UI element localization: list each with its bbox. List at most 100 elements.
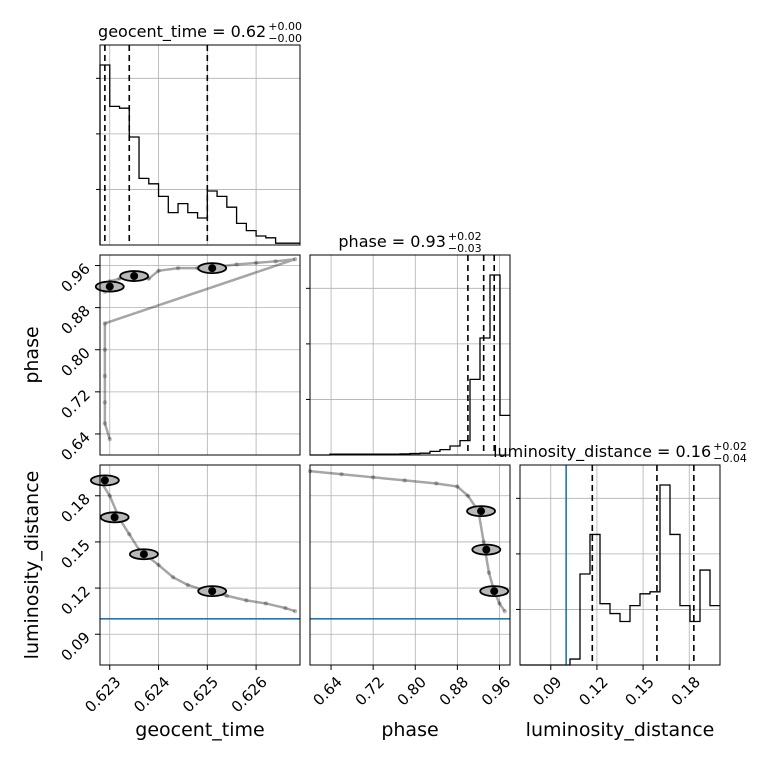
x-tick-label: 0.15 xyxy=(621,673,657,709)
sample-point xyxy=(292,608,298,614)
y-tick-label: 0.18 xyxy=(57,490,93,526)
density-peak xyxy=(208,264,217,273)
x-tick-label: 0.12 xyxy=(575,673,611,709)
x-tick-label: 0.625 xyxy=(179,673,222,716)
sample-point xyxy=(127,532,132,537)
contour-line xyxy=(479,585,510,598)
axis-frame xyxy=(99,254,301,456)
axis-frame xyxy=(99,44,301,246)
x-axis-label: phase xyxy=(381,719,438,741)
sample-point xyxy=(402,478,407,483)
x-tick-label: 0.623 xyxy=(81,673,124,716)
sample-point xyxy=(339,472,344,477)
sample-point xyxy=(102,421,108,426)
y-tick-label: 0.88 xyxy=(57,302,93,338)
sample-point xyxy=(102,373,108,379)
y-tick-label: 0.72 xyxy=(57,386,93,422)
density-peak xyxy=(490,587,499,596)
y-tick-label: 0.09 xyxy=(57,628,93,664)
x-tick-label: 0.624 xyxy=(130,673,173,716)
sample-point xyxy=(481,539,486,545)
sample-point xyxy=(486,570,492,575)
sample-point xyxy=(465,493,471,498)
histogram-phase xyxy=(310,274,510,456)
title-text: phase = 0.93 xyxy=(338,232,445,251)
contour-line xyxy=(89,474,120,487)
title-minus: −0.00 xyxy=(268,32,302,45)
y-axis-label: phase xyxy=(21,326,43,383)
sample-point xyxy=(253,260,259,266)
title-plus: +0.02 xyxy=(448,230,482,243)
contour-line xyxy=(99,511,130,524)
sample-point xyxy=(107,437,112,442)
x-tick-label: 0.88 xyxy=(436,673,472,709)
sample-trail xyxy=(103,257,296,440)
histogram-luminosity_distance xyxy=(520,484,720,666)
x-tick-label: 0.18 xyxy=(668,673,704,709)
sample-point xyxy=(224,593,230,598)
y-tick-label: 0.96 xyxy=(57,260,93,296)
sample-point xyxy=(156,268,161,273)
panel-title: luminosity_distance = 0.16 +0.02−0.04 xyxy=(493,440,747,465)
axis-frame xyxy=(99,464,301,666)
contour-line xyxy=(94,280,125,293)
density-peak xyxy=(105,282,114,291)
density-peak xyxy=(110,513,119,522)
title-text: luminosity_distance = 0.16 xyxy=(493,442,711,462)
x-tick-label: 0.09 xyxy=(529,673,565,709)
contour-line xyxy=(197,262,228,275)
density-peak xyxy=(482,545,491,554)
title-minus: −0.04 xyxy=(713,452,747,465)
y-tick-label: 0.80 xyxy=(57,344,93,380)
contour-line xyxy=(129,548,159,561)
panel-title: geocent_time = 0.62 +0.00−0.00 xyxy=(98,20,302,45)
sample-point xyxy=(283,605,288,611)
sample-point xyxy=(455,484,460,489)
density-peak xyxy=(208,587,217,596)
y-tick-label: 0.64 xyxy=(57,428,93,464)
x-tick-label: 0.626 xyxy=(228,673,271,716)
sample-point xyxy=(370,475,376,480)
axis-frame xyxy=(519,464,721,666)
sample-point xyxy=(244,598,249,603)
title-plus: +0.02 xyxy=(713,440,747,453)
title-text: geocent_time = 0.62 xyxy=(98,22,266,42)
sample-point xyxy=(175,265,181,271)
sample-point xyxy=(156,562,161,568)
x-axis-label: geocent_time xyxy=(135,719,264,741)
density-peak xyxy=(139,550,148,559)
contour-line xyxy=(466,505,496,518)
contour-line xyxy=(119,270,150,282)
density-peak xyxy=(130,272,139,281)
sample-trail xyxy=(309,469,506,612)
sample-point xyxy=(292,257,298,262)
sample-point xyxy=(273,259,278,264)
x-tick-label: 0.80 xyxy=(394,673,430,709)
sample-point xyxy=(170,575,176,580)
x-tick-label: 0.96 xyxy=(478,673,514,709)
sample-point xyxy=(185,582,191,588)
axis-frame xyxy=(309,254,511,456)
y-axis-label: luminosity_distance xyxy=(21,471,43,660)
sample-trail xyxy=(98,479,296,613)
x-axis-label: luminosity_distance xyxy=(526,719,715,741)
histogram-geocent_time xyxy=(99,64,300,245)
density-peak xyxy=(477,507,486,516)
sample-point xyxy=(497,601,502,606)
title-plus: +0.00 xyxy=(268,20,302,33)
y-tick-label: 0.15 xyxy=(57,536,93,572)
sample-point xyxy=(102,321,108,326)
contour-line xyxy=(197,585,228,598)
x-tick-label: 0.72 xyxy=(352,673,388,709)
axis-frame xyxy=(309,464,511,666)
title-minus: −0.03 xyxy=(448,242,482,255)
sample-point xyxy=(107,493,112,498)
density-peak xyxy=(100,476,109,485)
sample-point xyxy=(102,400,108,405)
sample-point xyxy=(502,608,507,614)
panel-title: phase = 0.93 +0.02−0.03 xyxy=(338,230,481,255)
sample-point xyxy=(102,347,108,352)
x-tick-label: 0.64 xyxy=(309,673,345,709)
contour-line xyxy=(471,543,502,556)
